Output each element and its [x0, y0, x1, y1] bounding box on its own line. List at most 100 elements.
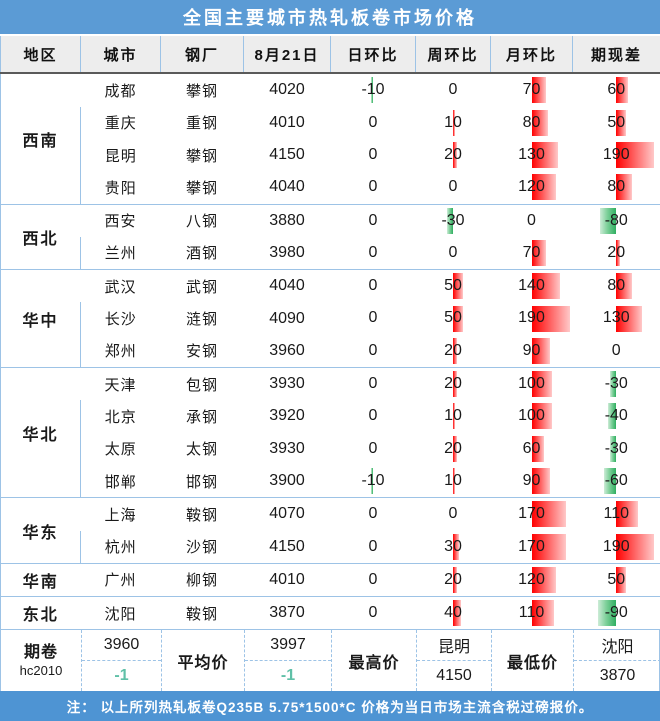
region-label: 东北: [0, 596, 81, 630]
positive-data-bar: [616, 239, 621, 266]
month-change-cell: 100: [491, 400, 573, 432]
futures-spread-cell: -90: [572, 596, 660, 630]
positive-data-bar: [453, 566, 457, 593]
day-change-cell: 0: [330, 497, 416, 531]
futures-spread-cell: 110: [572, 497, 660, 531]
cell-value: 60: [522, 439, 541, 457]
negative-data-bar: [447, 207, 453, 234]
mill-cell: 包钢: [160, 367, 244, 401]
price-cell: 4090: [269, 309, 305, 327]
cell-value: 90: [522, 471, 541, 489]
table-row: 华南 广州 柳钢 4010 0 20 120 50: [0, 562, 660, 597]
week-change-cell: 20: [415, 562, 491, 597]
futures-spread-cell: -80: [572, 203, 660, 237]
price-cell: 4070: [243, 497, 331, 531]
positive-data-bar: [453, 371, 457, 398]
footnote: 注： 以上所列热轧板卷Q235B 5.75*1500*C 价格为当日市场主流含税…: [0, 691, 660, 721]
cell-value: 20: [444, 341, 462, 359]
week-change-cell: 20: [415, 367, 491, 401]
mill-cell: 攀钢: [185, 179, 218, 197]
cell-value: 0: [448, 505, 458, 523]
futures-price-cell: 3960 -1: [81, 630, 161, 692]
table-row: 西北 西安 八钢 3880 0 -30 0 -80: [0, 203, 660, 270]
day-change-cell: 0: [331, 335, 416, 368]
col-header-spread: 期现差: [572, 36, 660, 75]
futures-label: 期卷: [23, 643, 58, 661]
week-change-cell: 0: [416, 73, 491, 106]
cell-value: 90: [522, 341, 541, 359]
cell-value: 120: [518, 570, 545, 588]
city-cell: 太原: [80, 432, 161, 465]
positive-data-bar: [531, 600, 554, 627]
week-change-cell: 40: [415, 596, 491, 630]
price-cell: 3960: [269, 341, 305, 359]
negative-data-bar: [600, 207, 617, 234]
cell-value: 140: [518, 277, 545, 295]
price-cell: 4040: [269, 178, 305, 196]
table-header: 地区 城市 钢厂 8月21日 日环比 周环比 月环比 期现差: [0, 36, 660, 75]
positive-data-bar: [531, 142, 558, 169]
cell-value: -10: [361, 81, 385, 99]
cell-value: 0: [368, 570, 378, 588]
average-change: -1: [245, 660, 331, 691]
negative-data-bar: [371, 77, 373, 104]
city-cell: 杭州: [80, 530, 161, 564]
positive-data-bar: [616, 566, 627, 593]
mill-cell: 鞍钢: [160, 596, 244, 630]
price-cell: 3930: [243, 367, 331, 401]
cell-value: 0: [368, 243, 378, 261]
city-cell: 长沙: [80, 302, 161, 335]
positive-data-bar: [616, 305, 643, 332]
city-cell: 重庆: [80, 106, 161, 139]
day-change-cell: 0: [331, 433, 416, 465]
positive-data-bar: [531, 273, 560, 300]
month-change-cell: 170: [491, 531, 573, 564]
cell-value: -60: [604, 471, 628, 489]
table-row: 太原 太钢 3930 0 20 60 -30: [1, 432, 660, 465]
lowest-label: 最低价: [491, 630, 573, 692]
negative-data-bar: [371, 468, 373, 495]
cell-value: 50: [444, 277, 462, 295]
positive-data-bar: [453, 403, 455, 430]
month-change-cell: 110: [490, 596, 573, 630]
month-change-cell: 170: [490, 497, 573, 531]
month-change-cell: 90: [491, 335, 573, 368]
negative-data-bar: [598, 600, 617, 627]
positive-data-bar: [616, 142, 655, 169]
futures-change: -1: [82, 660, 161, 691]
futures-code: hc2010: [19, 662, 63, 678]
table-row: 西南 成都 攀钢 4020 -10 0 70 60: [0, 73, 660, 205]
day-change-cell: 0: [331, 107, 416, 139]
week-change-cell: 10: [416, 400, 491, 432]
cell-value: 10: [444, 407, 462, 425]
cell-value: 130: [518, 145, 545, 163]
futures-spread-cell: 50: [572, 106, 660, 139]
table-row: 昆明 攀钢 4150 0 20 130 190: [1, 138, 660, 172]
cell-value: -40: [604, 407, 628, 425]
col-header-month: 月环比: [490, 36, 573, 75]
cell-value: 0: [368, 604, 378, 622]
cell-value: 50: [607, 113, 626, 131]
futures-spread-cell: 50: [572, 562, 660, 597]
month-change-cell: 140: [490, 269, 573, 303]
futures-cell: 期卷 hc2010: [1, 630, 81, 691]
city-cell: 兰州: [80, 236, 161, 270]
cell-value: 20: [607, 243, 626, 261]
average-price-cell: 3997 -1: [244, 630, 331, 692]
mill-cell: 邯钢: [185, 473, 218, 491]
highest-cell: 昆明 4150: [416, 630, 491, 692]
price-cell: 4010: [243, 562, 331, 597]
city-cell: 贵阳: [80, 171, 161, 205]
negative-data-bar: [608, 403, 617, 430]
lowest-cell: 沈阳 3870: [573, 630, 660, 692]
cell-value: 0: [368, 407, 378, 425]
cell-value: 130: [602, 309, 630, 327]
futures-spread-cell: 20: [572, 236, 660, 270]
day-change-cell: 0: [331, 237, 416, 270]
table-body: 西南 成都 攀钢 4020 -10 0 70 60 重庆 重钢 4010 0 10 80 50 昆明 攀钢 415…: [0, 73, 660, 630]
mill-cell: 八钢: [160, 203, 244, 237]
positive-data-bar: [531, 468, 550, 495]
day-change-cell: 0: [330, 367, 416, 401]
average-label: 平均价: [161, 630, 244, 692]
cell-value: 0: [448, 81, 458, 99]
